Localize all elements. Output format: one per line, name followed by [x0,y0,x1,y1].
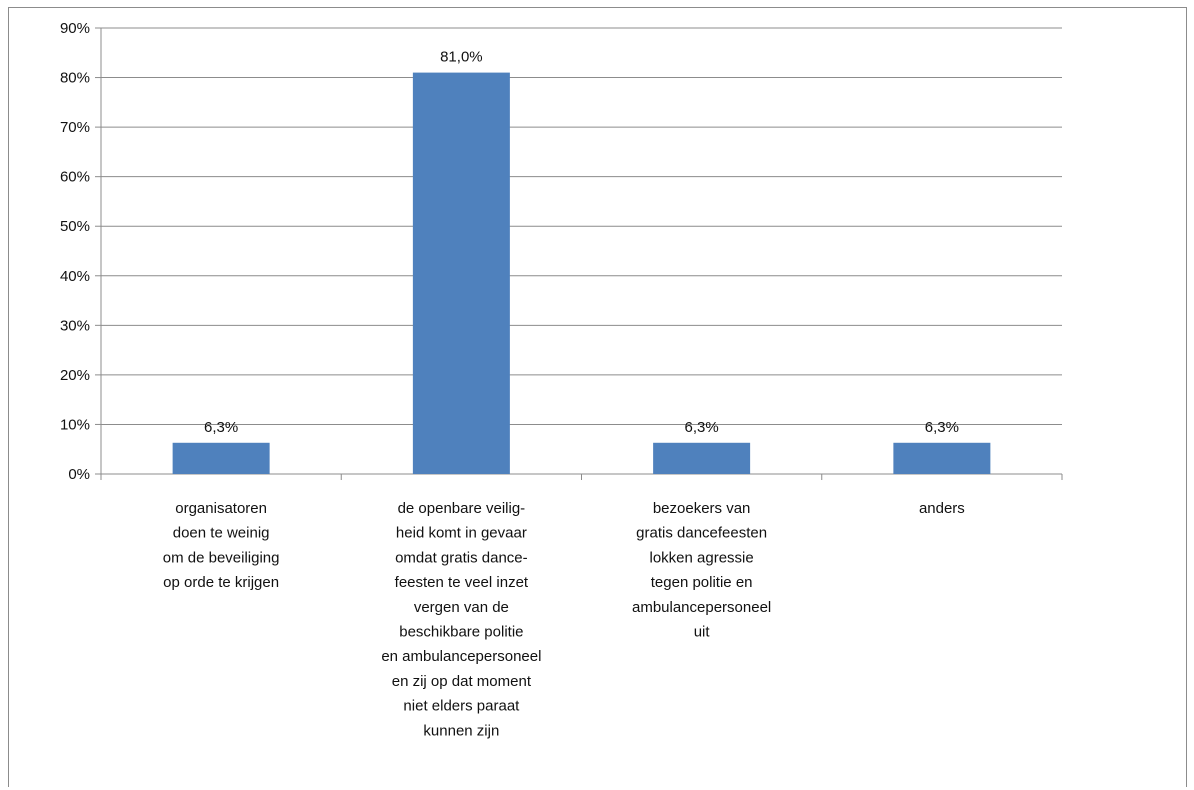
data-label: 6,3% [925,419,959,436]
bar [893,442,991,474]
data-label: 81,0% [440,49,483,66]
x-category-label: de openbare veilig-heid komt in gevaar om… [381,500,541,739]
data-label: 6,3% [685,419,719,436]
y-tick-label: 10% [60,416,90,433]
x-category-label: anders [919,500,965,517]
bar [653,442,751,474]
y-tick-label: 20% [60,367,90,384]
y-tick-label: 40% [60,268,90,285]
y-tick-label: 0% [68,466,90,483]
y-tick-label: 90% [60,20,90,37]
bar [172,442,270,474]
y-tick-label: 60% [60,169,90,186]
chart-frame [8,7,1187,787]
y-tick-label: 30% [60,317,90,334]
bar [412,72,510,474]
x-category-label: organisatoren doen te weinig om de beveili… [163,500,280,591]
y-tick-label: 50% [60,218,90,235]
y-tick-label: 70% [60,119,90,136]
data-label: 6,3% [204,419,238,436]
x-category-label: bezoekers van gratis dancefeesten lokken a… [632,500,771,641]
y-tick-label: 80% [60,70,90,87]
